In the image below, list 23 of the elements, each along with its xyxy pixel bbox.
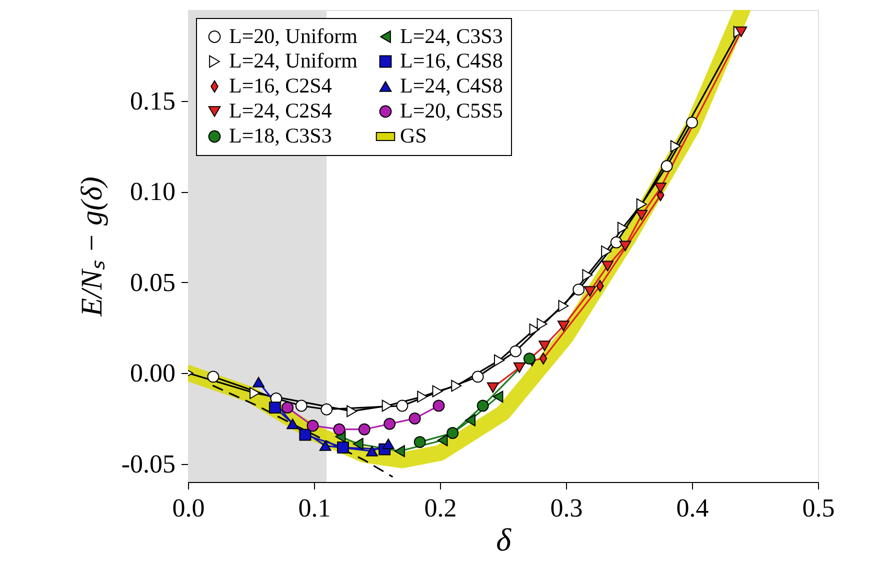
x-tick-label: 0.3 bbox=[550, 494, 583, 522]
y-axis-title: E/Nₛ − g(δ) bbox=[75, 176, 108, 318]
y-tick-label: 0.05 bbox=[130, 268, 176, 297]
legend-label: L=24, C2S4 bbox=[229, 98, 332, 122]
x-axis-title: δ bbox=[496, 522, 512, 558]
legend-label: L=24, C3S3 bbox=[400, 24, 503, 48]
legend-label: L=24, C4S8 bbox=[400, 74, 503, 98]
y-tick-label: -0.05 bbox=[121, 449, 176, 478]
x-tick-label: 0.5 bbox=[802, 494, 835, 522]
legend-label: L=16, C2S4 bbox=[229, 74, 332, 98]
y-tick-label: 0.15 bbox=[130, 86, 176, 116]
legend-label: GS bbox=[400, 124, 427, 148]
x-tick-label: 0.0 bbox=[172, 494, 205, 522]
x-tick-label: 0.4 bbox=[676, 494, 709, 522]
legend-label: L=16, C4S8 bbox=[400, 48, 503, 72]
x-tick-label: 0.1 bbox=[298, 494, 331, 522]
legend-label: L=20, Uniform bbox=[229, 24, 358, 48]
legend-label: L=20, C5S5 bbox=[400, 98, 503, 122]
y-tick-label: 0.00 bbox=[130, 358, 176, 388]
legend-label: L=24, Uniform bbox=[229, 48, 358, 72]
x-tick-label: 0.2 bbox=[424, 494, 457, 522]
legend-label: L=18, C3S3 bbox=[229, 124, 332, 148]
y-tick-label: 0.10 bbox=[130, 177, 176, 206]
